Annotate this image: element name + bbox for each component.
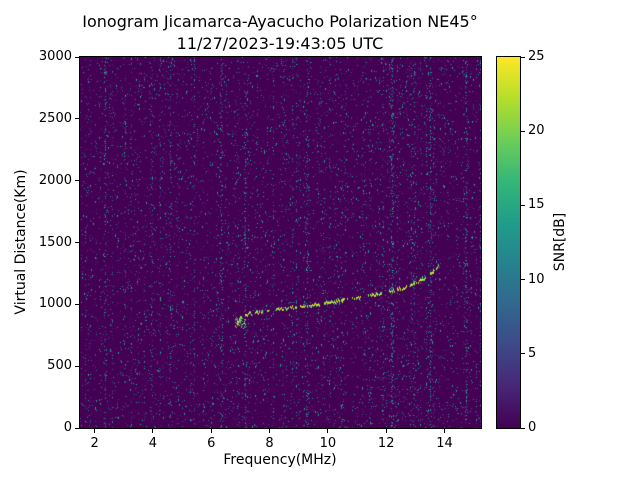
x-tick-label: 10 (319, 436, 337, 451)
x-tick-mark (269, 429, 271, 433)
y-tick-mark (75, 365, 79, 367)
colorbar-canvas (497, 57, 520, 428)
y-axis-label: Virtual Distance(Km) (13, 169, 29, 315)
x-tick-mark (94, 429, 96, 433)
y-tick-label: 1500 (38, 234, 72, 250)
colorbar-tick-mark (521, 204, 525, 206)
y-tick-mark (75, 56, 79, 58)
colorbar-tick-mark (521, 56, 525, 58)
y-tick-label: 2500 (38, 110, 72, 126)
x-tick-mark (327, 429, 329, 433)
x-tick-mark (444, 429, 446, 433)
colorbar-tick-label: 0 (528, 420, 537, 435)
colorbar-tick-label: 10 (528, 271, 545, 287)
y-tick-label: 500 (47, 358, 72, 374)
colorbar-tick-mark (521, 130, 525, 132)
colorbar-tick-label: 5 (528, 345, 537, 361)
y-tick-mark (75, 303, 79, 305)
x-axis-label: Frequency(MHz) (223, 452, 337, 468)
colorbar-tick-mark (521, 279, 525, 281)
x-tick-label: 14 (436, 436, 453, 451)
colorbar-tick-mark (521, 353, 525, 355)
x-tick-label: 12 (377, 436, 395, 451)
chart-title: Ionogram Jicamarca-Ayacucho Polarization… (82, 12, 478, 31)
y-tick-label: 3000 (38, 49, 72, 64)
colorbar-tick-label: 15 (528, 197, 545, 213)
x-tick-mark (210, 429, 212, 433)
plot-area (79, 56, 482, 429)
x-tick-label: 4 (148, 436, 158, 451)
y-tick-label: 1000 (38, 296, 72, 312)
y-tick-mark (75, 118, 79, 120)
y-tick-label: 0 (63, 420, 72, 435)
colorbar-tick-mark (521, 427, 525, 429)
x-tick-label: 8 (265, 436, 274, 451)
chart-subtitle: 11/27/2023-19:43:05 UTC (176, 34, 384, 53)
y-tick-mark (75, 427, 79, 429)
x-tick-label: 2 (90, 436, 99, 451)
colorbar-area (496, 56, 521, 429)
colorbar-tick-label: 25 (528, 49, 545, 64)
heatmap-canvas (80, 57, 481, 428)
x-tick-mark (152, 429, 154, 433)
colorbar-label: SNR[dB] (552, 212, 568, 272)
y-tick-mark (75, 242, 79, 243)
y-tick-mark (75, 180, 79, 182)
colorbar-tick-label: 20 (528, 123, 545, 139)
x-tick-label: 6 (207, 436, 216, 451)
x-tick-mark (385, 429, 387, 433)
y-tick-label: 2000 (38, 172, 72, 188)
